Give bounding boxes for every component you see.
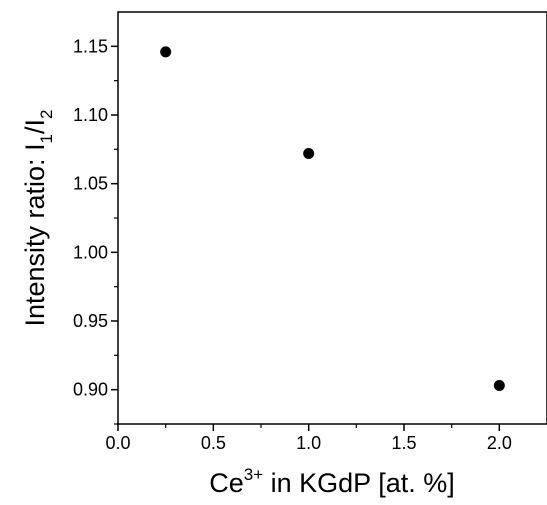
x-axis-label: Ce3+ in KGdP [at. %] [209,465,455,498]
data-points [160,46,505,392]
y-tick-label: 1.00 [73,242,108,262]
y-axis-label-sub1: 1 [37,134,56,143]
data-point [160,46,172,58]
data-point [493,380,505,392]
y-tick-label: 1.15 [73,36,108,56]
y-axis-label-sub2: 2 [37,109,56,118]
x-axis-label-base: Ce [209,468,244,498]
y-tick-label: 0.95 [73,311,108,331]
x-tick-label: 0.5 [201,433,226,453]
x-axis-label-rest: in KGdP [at. %] [263,468,455,498]
y-axis-label: Intensity ratio: I1/I2 [20,109,56,326]
y-axis-label-mid: /I [20,119,50,134]
x-tick-label: 0.0 [105,433,130,453]
x-tick-label: 2.0 [487,433,512,453]
y-axis-label-base: Intensity ratio: I [20,143,50,326]
y-tick-label: 0.90 [73,380,108,400]
data-point [303,147,315,159]
x-tick-label: 1.5 [391,433,416,453]
x-axis: 0.0 0.5 1.0 1.5 2.0 [105,424,512,453]
x-axis-label-superscript: 3+ [244,465,263,484]
y-tick-label: 1.10 [73,105,108,125]
x-tick-label: 1.0 [296,433,321,453]
y-axis: 0.90 0.95 1.00 1.05 1.10 1.15 [73,36,118,425]
plot-frame [117,11,547,425]
y-tick-label: 1.05 [73,174,108,194]
